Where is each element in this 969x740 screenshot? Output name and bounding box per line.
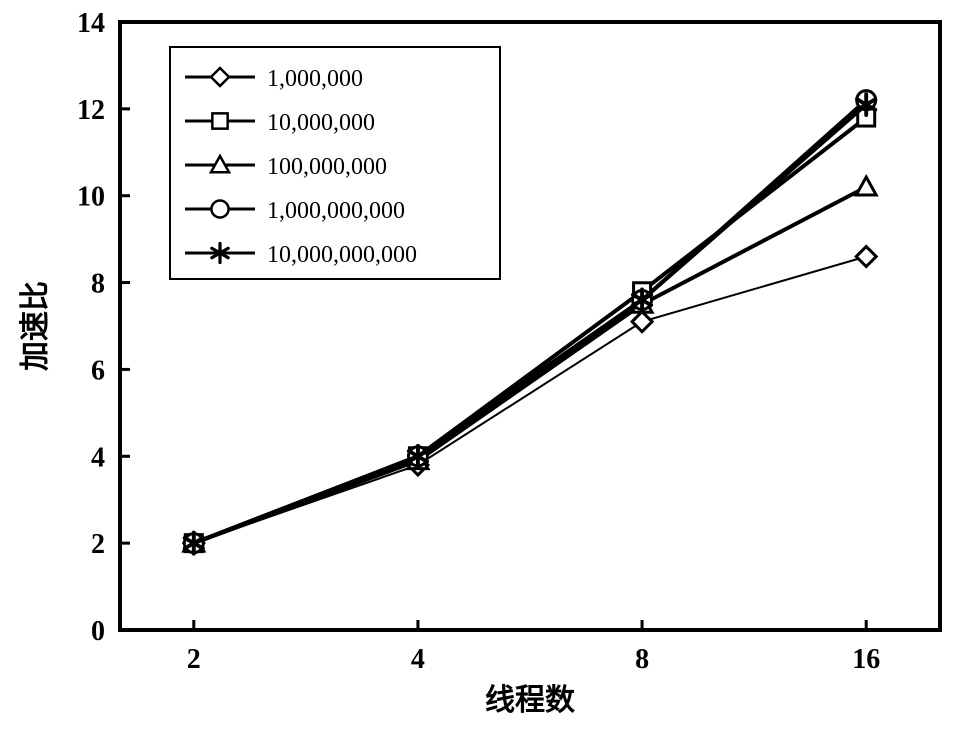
svg-text:8: 8 bbox=[635, 644, 649, 675]
svg-text:1,000,000,000: 1,000,000,000 bbox=[267, 198, 405, 224]
svg-text:6: 6 bbox=[91, 355, 105, 386]
svg-text:10,000,000,000: 10,000,000,000 bbox=[267, 242, 417, 268]
svg-text:1,000,000: 1,000,000 bbox=[267, 66, 363, 92]
svg-text:加速比: 加速比 bbox=[19, 281, 52, 371]
svg-text:12: 12 bbox=[77, 95, 105, 126]
svg-text:14: 14 bbox=[77, 8, 105, 39]
svg-text:100,000,000: 100,000,000 bbox=[267, 154, 387, 180]
svg-text:16: 16 bbox=[852, 644, 880, 675]
svg-text:4: 4 bbox=[411, 644, 425, 675]
svg-text:8: 8 bbox=[91, 269, 105, 300]
svg-text:0: 0 bbox=[91, 616, 105, 647]
svg-text:2: 2 bbox=[91, 529, 105, 560]
svg-text:10,000,000: 10,000,000 bbox=[267, 110, 375, 136]
speedup-chart: 0 2 4 6 8 10 12 14 2 4 8 16 线程数 加速比 1,000,000 10,000,00… bbox=[0, 0, 969, 740]
svg-text:4: 4 bbox=[91, 442, 105, 473]
svg-text:线程数: 线程数 bbox=[485, 684, 576, 717]
svg-text:10: 10 bbox=[77, 182, 105, 213]
svg-text:2: 2 bbox=[187, 644, 201, 675]
chart-svg: 0 2 4 6 8 10 12 14 2 4 8 16 线程数 加速比 1,000,000 10,000,00… bbox=[0, 0, 969, 740]
